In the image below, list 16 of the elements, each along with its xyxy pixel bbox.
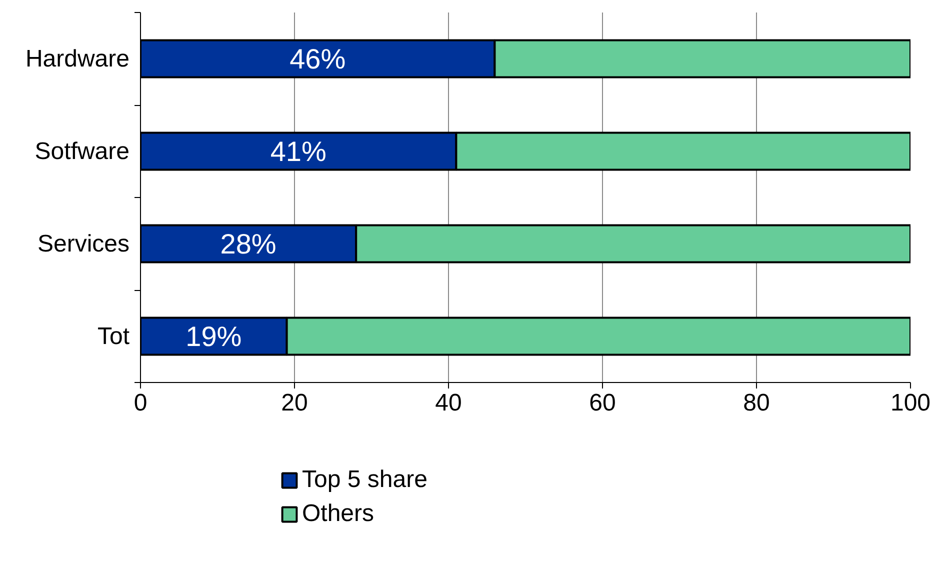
y-tick-label: Hardware [25, 45, 130, 72]
data-label: 41% [270, 136, 326, 167]
y-tick-label: Sotfware [34, 138, 130, 165]
x-tick-label: 0 [134, 390, 148, 416]
legend-label: Top 5 share [302, 466, 428, 494]
y-tick-label: Services [37, 230, 130, 258]
x-tick-label: 60 [589, 390, 616, 416]
x-tick-label: 40 [435, 390, 462, 416]
x-tick-label: 80 [743, 390, 770, 416]
x-tick-label: 100 [890, 390, 931, 416]
legend-label: Others [302, 500, 374, 528]
data-label: 46% [290, 43, 346, 74]
x-tick-label: 20 [281, 390, 308, 416]
data-label: 28% [220, 228, 276, 260]
y-tick-label: Tot [97, 322, 130, 350]
data-label: 19% [186, 320, 242, 352]
